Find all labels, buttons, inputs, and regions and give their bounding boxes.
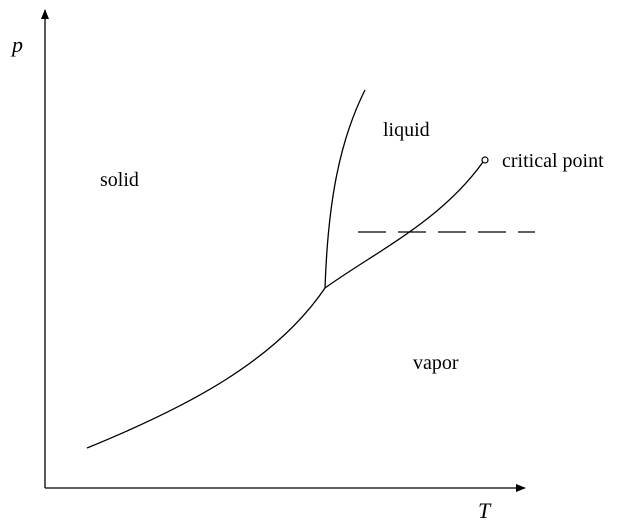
region-label: solid bbox=[100, 169, 139, 191]
region-label: liquid bbox=[383, 119, 430, 141]
melting-curve bbox=[324, 89, 366, 289]
critical-point-marker bbox=[481, 156, 489, 164]
y-axis-label: p bbox=[10, 32, 23, 57]
x-axis-label: T bbox=[478, 498, 492, 522]
sublimation-curve bbox=[86, 287, 326, 449]
region-label: vapor bbox=[413, 352, 459, 374]
vaporization-curve bbox=[324, 161, 484, 289]
annotation: critical point bbox=[502, 150, 604, 172]
